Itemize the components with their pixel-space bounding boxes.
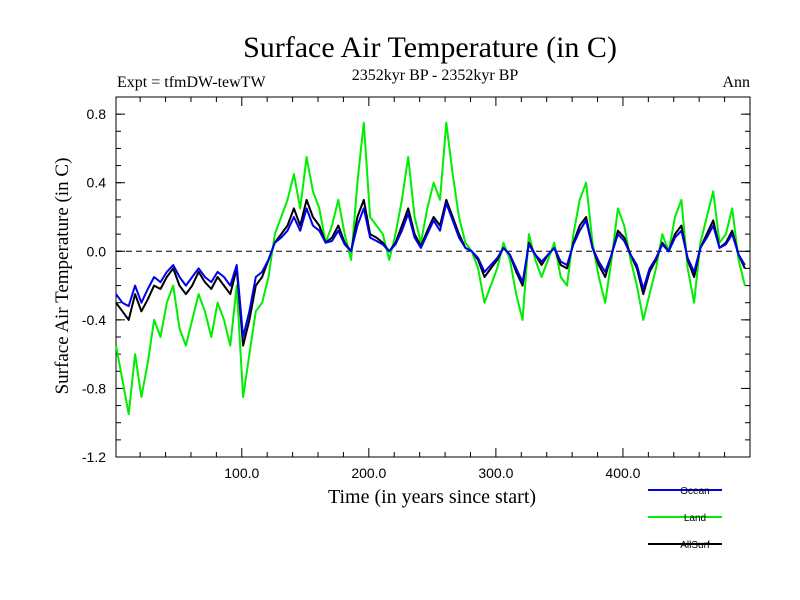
plot-frame [115,96,751,458]
y-tick-label: -0.4 [82,312,106,328]
series-line-ocean [115,202,746,338]
x-tick-label: 200.0 [351,465,386,481]
legend-label-land: Land [684,513,706,524]
plot-area: -1.2 -0.8 -0.4 0.0 0.4 0.8 100.0 200.0 300.0 400.… [82,96,751,481]
y-tick-label: 0.4 [87,175,107,191]
series-line-land [115,121,746,416]
x-tick-label: 400.0 [605,465,640,481]
x-tick-label: 300.0 [478,465,513,481]
y-tick-label: 0.0 [87,243,107,259]
x-axis-label: Time (in years since start) [328,486,536,508]
y-tick-label: -0.8 [82,380,106,396]
period-label: 2352kyr BP - 2352kyr BP [352,67,519,84]
y-tick-label: 0.8 [87,106,107,122]
x-tick-label: 100.0 [224,465,259,481]
y-tick-label: -1.2 [82,449,106,465]
series-line-allsurf [115,198,746,347]
legend: Ocean Land AllSurf [648,486,722,551]
legend-label-ocean: Ocean [680,486,709,497]
experiment-label: Expt = tfmDW-tewTW [117,74,266,91]
season-label: Ann [722,74,750,91]
legend-label-allsurf: AllSurf [680,540,710,551]
chart-title: Surface Air Temperature (in C) [243,31,617,64]
y-axis-label: Surface Air Temperature (in C) [52,158,73,395]
